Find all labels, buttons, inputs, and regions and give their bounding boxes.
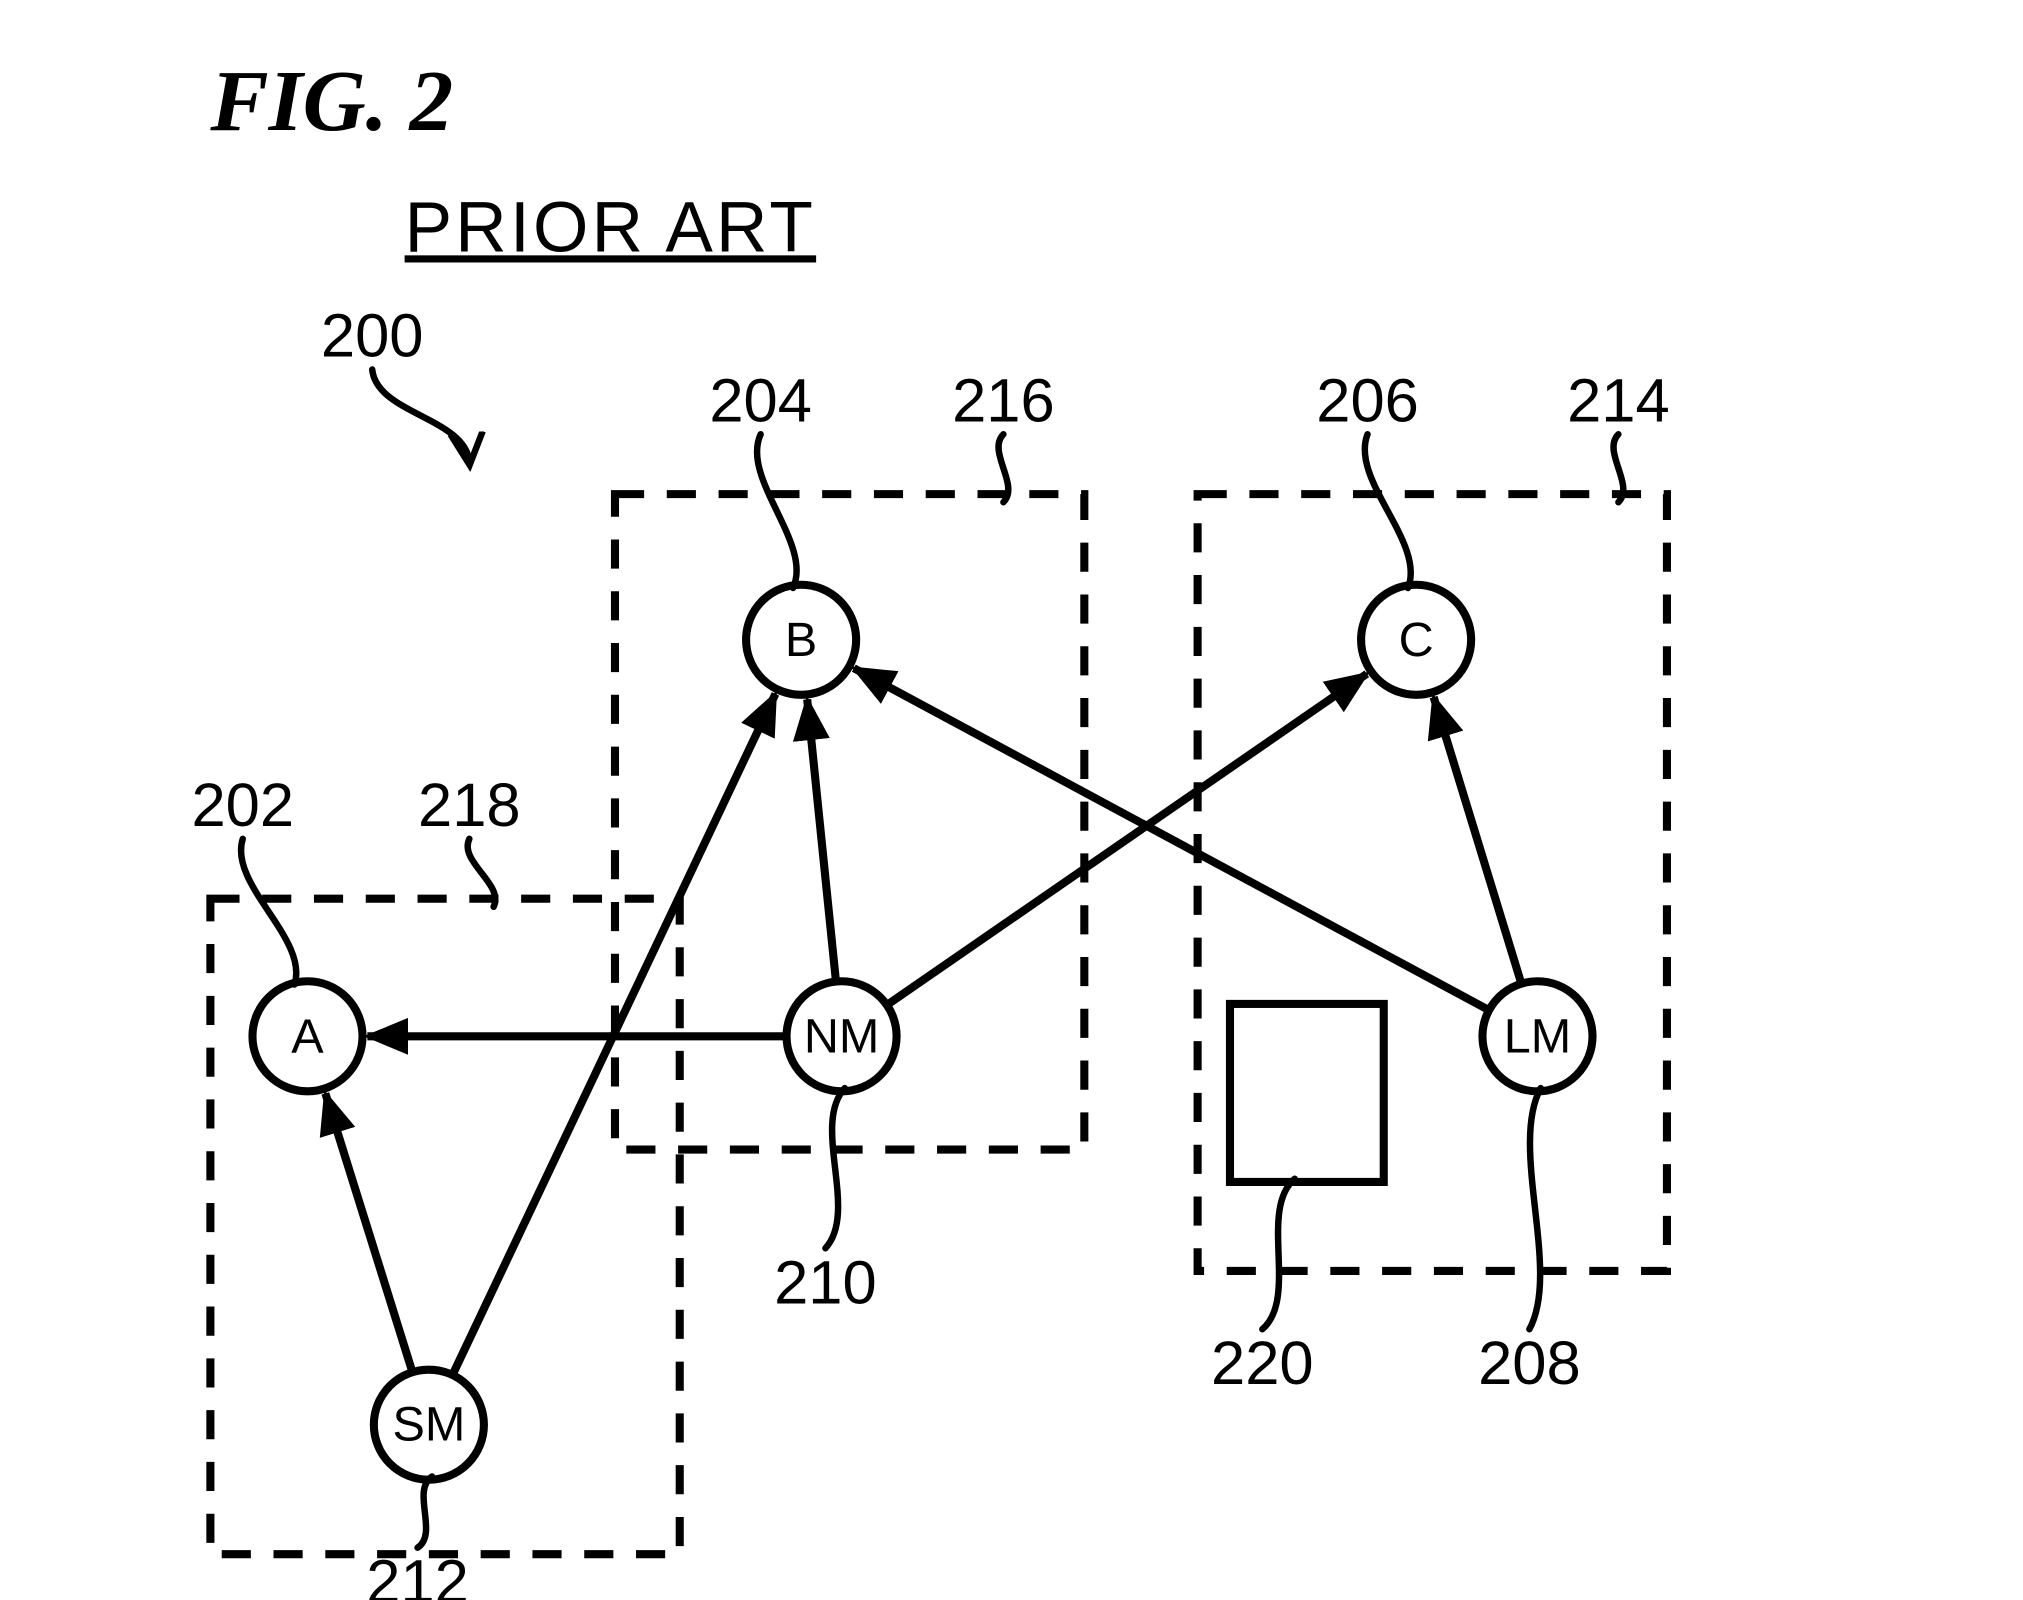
background: [0, 1, 2023, 1600]
node-label-SM: SM: [392, 1398, 465, 1452]
ref-label-204: 204: [709, 366, 812, 435]
ref-label-212: 212: [366, 1548, 469, 1600]
ref-label-200: 200: [321, 302, 424, 371]
figure-subtitle: PRIOR ART: [405, 188, 817, 267]
node-label-NM: NM: [804, 1009, 880, 1063]
node-label-B: B: [785, 613, 817, 667]
ref-label-202: 202: [191, 771, 294, 840]
node-label-A: A: [291, 1009, 324, 1063]
ref-label-220: 220: [1211, 1329, 1314, 1398]
ref-label-214: 214: [1567, 366, 1670, 435]
ref-label-208: 208: [1478, 1329, 1581, 1398]
ref-label-206: 206: [1316, 366, 1419, 435]
ref-label-218: 218: [418, 771, 521, 840]
node-label-LM: LM: [1504, 1009, 1571, 1063]
ref-label-210: 210: [774, 1248, 877, 1317]
ref-label-216: 216: [952, 366, 1055, 435]
figure-title: FIG. 2: [209, 52, 453, 149]
node-label-C: C: [1399, 613, 1434, 667]
